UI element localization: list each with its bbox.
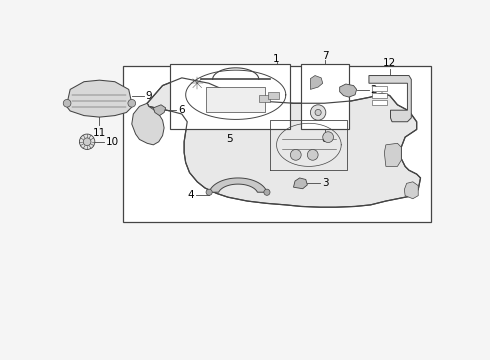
Polygon shape [384,143,401,166]
Polygon shape [147,78,420,207]
Circle shape [307,149,318,160]
Text: 4: 4 [188,190,194,200]
Text: 2: 2 [370,85,377,95]
Polygon shape [132,103,164,145]
Bar [259,95,270,103]
Circle shape [315,109,321,116]
Text: 1: 1 [273,54,280,64]
Text: 9: 9 [146,91,152,100]
Circle shape [128,99,136,107]
Bar [122,66,431,222]
Polygon shape [67,80,132,117]
Bar [372,100,388,105]
Polygon shape [153,105,166,116]
Text: 11: 11 [93,128,106,138]
Polygon shape [209,178,267,192]
Circle shape [323,132,334,143]
Circle shape [79,134,95,149]
Bar [301,64,349,130]
Circle shape [291,149,301,160]
Bar [372,86,388,91]
Text: 3: 3 [322,178,329,188]
Bar [372,93,388,98]
Text: 5: 5 [227,134,233,144]
Circle shape [264,189,270,195]
Text: 6: 6 [178,105,185,115]
Bar [206,87,265,112]
Polygon shape [404,182,418,199]
Bar [171,64,290,130]
Text: 7: 7 [322,51,328,61]
Polygon shape [369,76,411,122]
Text: 8: 8 [322,134,328,144]
Circle shape [83,138,91,145]
Polygon shape [340,84,357,97]
Polygon shape [311,76,323,89]
Text: 12: 12 [383,58,396,68]
Polygon shape [294,178,307,189]
Circle shape [206,189,212,195]
Bar [268,92,279,99]
Circle shape [63,99,71,107]
Circle shape [311,105,326,120]
Text: 10: 10 [106,137,119,147]
